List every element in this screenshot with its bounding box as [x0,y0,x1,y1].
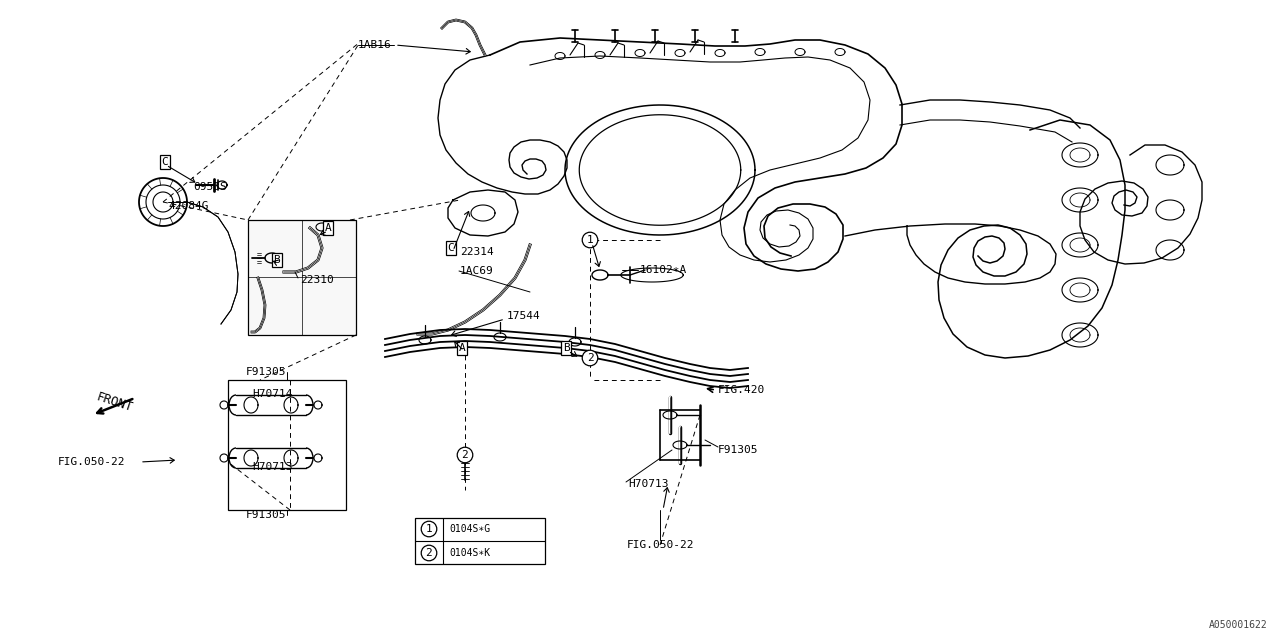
Text: 2: 2 [426,548,433,558]
Text: 17544: 17544 [507,311,540,321]
Text: F91305: F91305 [718,445,759,455]
Text: FIG.050-22: FIG.050-22 [627,540,695,550]
Text: B: B [274,255,280,265]
Text: 0104S∗K: 0104S∗K [449,548,490,558]
Text: F91305: F91305 [246,510,287,520]
Text: 1: 1 [586,235,594,245]
Text: A: A [458,343,466,353]
Text: 22310: 22310 [300,275,334,285]
Text: C: C [448,243,454,253]
Text: B: B [563,343,570,353]
Text: FRONT: FRONT [95,390,134,414]
Text: 1AB16: 1AB16 [358,40,392,50]
Text: 1AC69: 1AC69 [460,266,494,276]
Text: 2: 2 [586,353,594,363]
Bar [415,518,545,564]
Text: 16102∗A: 16102∗A [640,265,687,275]
Text: A: A [325,223,332,233]
Text: FIG.050-22: FIG.050-22 [58,457,125,467]
Text: 2: 2 [462,450,468,460]
Text: FIG.420: FIG.420 [718,385,765,395]
Text: H70714: H70714 [252,389,293,399]
Text: 1: 1 [426,524,433,534]
Text: 0953S: 0953S [193,182,227,192]
Text: C: C [161,157,169,167]
Text: 22314: 22314 [460,247,494,257]
Bar [228,380,346,510]
Bar [248,220,356,335]
Text: A050001622: A050001622 [1210,620,1268,630]
Text: F91305: F91305 [246,367,287,377]
Text: 42084G: 42084G [168,201,209,211]
Text: 0104S∗G: 0104S∗G [449,524,490,534]
Text: H70713: H70713 [252,462,293,472]
Text: H70713: H70713 [628,479,668,489]
